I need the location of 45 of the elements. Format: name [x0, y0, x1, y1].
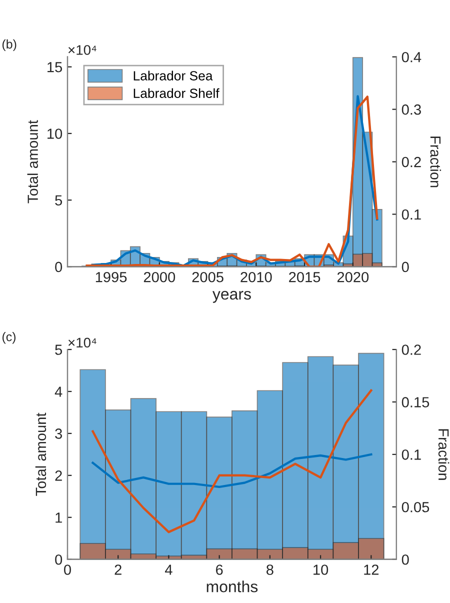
x-tick-label: 8 [266, 564, 274, 575]
text: ×10⁴ [68, 45, 96, 55]
y2-tick-label: 0.3 [402, 104, 421, 115]
chart-title: (b) [2, 39, 16, 52]
y-axis-title: Total amount [27, 120, 38, 204]
y-tick-label: 4 [54, 386, 62, 397]
y2-tick-label: 0.15 [402, 397, 430, 408]
x-tick-label: 2000 [144, 272, 176, 282]
x-axis-title: years [212, 290, 251, 303]
x-tick-label: 4 [164, 564, 172, 575]
legend-label: Labrador Shelf [134, 88, 220, 98]
y2-tick-label: 0.4 [402, 52, 422, 62]
y2-tick-label: 0.1 [402, 450, 421, 460]
y-tick-label: 0 [55, 262, 62, 272]
legend-label: Labrador Sea [134, 70, 213, 80]
y2-axis-title: Fraction [438, 429, 450, 480]
y2-tick-label: 0 [402, 554, 409, 565]
x-tick-label: 0 [64, 564, 71, 575]
x-tick-label: 10 [314, 564, 328, 575]
y2-tick-label: 0.05 [402, 502, 430, 512]
x-tick-label: 2010 [240, 272, 272, 282]
x-tick-label: 12 [364, 564, 379, 575]
x-axis-title: months [206, 580, 258, 592]
y-tick-label: 2 [55, 470, 62, 481]
y-tick-label: 3 [55, 428, 62, 439]
y-tick-label: 1 [56, 512, 62, 523]
x-tick-label: 2005 [192, 272, 224, 282]
y-tick-label: 5 [55, 195, 62, 206]
chart-title: (c) [2, 332, 16, 344]
y2-tick-label: 0.1 [402, 209, 421, 220]
y2-tick-label: 0.2 [402, 156, 421, 168]
y-tick-label: 10 [48, 128, 62, 139]
x-tick-label: 6 [216, 564, 223, 575]
y-tick-label: 5 [55, 344, 62, 355]
y2-axis-title: Fraction [430, 136, 442, 188]
y-tick-label: 15 [48, 62, 62, 72]
text: ×10⁴ [68, 338, 96, 348]
y-axis-title: Total amount [35, 412, 46, 496]
x-tick-label: 2015 [289, 272, 320, 282]
y2-tick-label: 0 [402, 262, 409, 272]
y2-tick-label: 0.2 [402, 344, 421, 355]
x-tick-label: 2020 [337, 272, 369, 282]
y-tick-label: 0 [55, 554, 62, 565]
x-tick-label: 2 [114, 564, 122, 575]
x-tick-label: 1995 [96, 272, 127, 282]
